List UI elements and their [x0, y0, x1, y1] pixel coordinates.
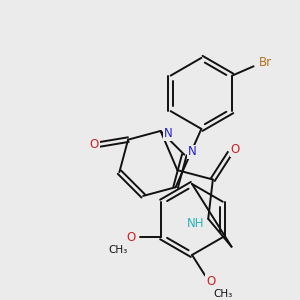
- Text: CH₃: CH₃: [213, 289, 232, 299]
- Text: O: O: [90, 138, 99, 151]
- Text: O: O: [231, 143, 240, 156]
- Text: Br: Br: [259, 56, 272, 69]
- Text: N: N: [188, 146, 196, 158]
- Text: N: N: [164, 127, 172, 140]
- Text: O: O: [127, 231, 136, 244]
- Text: O: O: [206, 274, 215, 288]
- Text: NH: NH: [186, 217, 204, 230]
- Text: CH₃: CH₃: [109, 245, 128, 255]
